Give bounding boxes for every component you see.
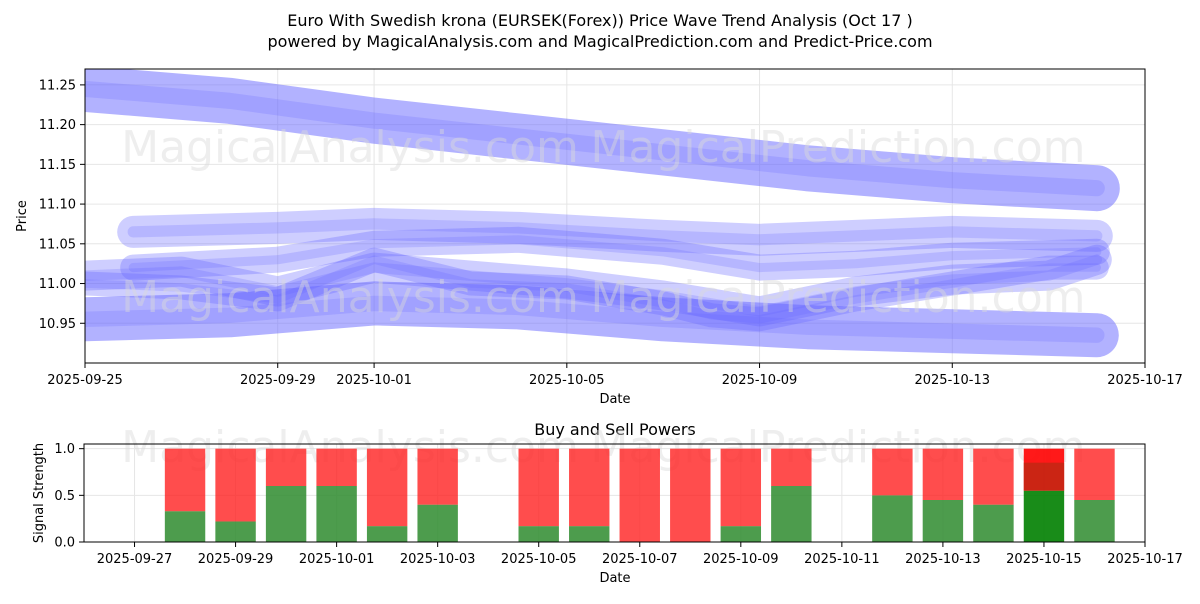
price-y-tick-label: 10.95 [39, 317, 76, 332]
signal-bars [164, 448, 1115, 542]
buy-bar [569, 526, 610, 542]
sell-bar [316, 448, 357, 486]
signal-x-tick-label: 2025-10-03 [400, 552, 476, 567]
price-wave-core-wave-d [128, 235, 1102, 273]
buy-bar [973, 504, 1014, 542]
buy-bar [872, 495, 913, 542]
signal-plot-frame [83, 443, 1146, 543]
signal-y-tick-label: 0.5 [54, 489, 75, 504]
buy-bar [417, 504, 458, 542]
buy-bar [316, 486, 357, 542]
sell-bar [569, 448, 610, 527]
price-y-tick-label: 11.25 [39, 78, 76, 93]
buy-bar [922, 500, 964, 542]
sell-bar [164, 448, 206, 512]
price-wave-wave-b [85, 244, 1112, 327]
price-y-label: Price [15, 200, 30, 232]
sell-bar [973, 448, 1014, 505]
signal-y-tick-label: 1.0 [54, 442, 75, 457]
sell-bar [518, 448, 559, 527]
buy-bar [1023, 490, 1065, 542]
price-x-tick-label: 2025-10-05 [529, 373, 605, 388]
price-wave-core-upper-wave [85, 80, 1105, 197]
price-wave-upper-wave [85, 69, 1120, 212]
buy-bar [366, 526, 408, 542]
price-y-tick-label: 11.15 [39, 158, 76, 173]
signal-x-tick-label: 2025-10-15 [1006, 552, 1082, 567]
sell-bar [670, 448, 711, 542]
price-wave-lower-wave [85, 281, 1119, 358]
buy-bar [720, 526, 762, 542]
price-wave-wave-d [120, 226, 1110, 281]
price-y-tick-label: 11.00 [39, 277, 76, 292]
price-x-tick-label: 2025-10-17 [1107, 373, 1183, 388]
chart-title-line1: Euro With Swedish krona (EURSEK(Forex)) … [287, 11, 912, 30]
signal-x-tick-label: 2025-10-05 [501, 552, 577, 567]
sell-bar [720, 448, 762, 527]
signal-x-tick-label: 2025-10-11 [804, 552, 880, 567]
buy-bar [518, 526, 559, 542]
sell-bar [872, 448, 913, 496]
price-wave-core-wave-a [127, 218, 1103, 246]
overlap-bar [1023, 462, 1065, 491]
price-x-label: Date [599, 392, 630, 407]
price-x-tick-label: 2025-10-09 [722, 373, 798, 388]
buy-bar [215, 521, 256, 542]
signal-x-tick-label: 2025-09-29 [198, 552, 274, 567]
signal-x-tick-label: 2025-10-17 [1107, 552, 1183, 567]
buy-bar [164, 511, 206, 542]
signal-x-tick-label: 2025-10-09 [703, 552, 779, 567]
signal-x-label: Date [599, 571, 630, 586]
watermark-analysis-top: MagicalAnalysis.com [121, 122, 579, 173]
buy-bar [265, 486, 307, 542]
watermark-analysis-mid: MagicalAnalysis.com [121, 272, 579, 323]
signal-axes: 2025-09-27 2025-09-29 2025-10-01 2025-10-03… [54, 442, 1182, 567]
sell-bar [366, 448, 408, 527]
price-wave-core-lower-wave [85, 295, 1105, 343]
sell-bar [619, 448, 660, 542]
sell-bar [215, 448, 256, 522]
signal-chart-title: Buy and Sell Powers [534, 420, 696, 439]
price-y-tick-label: 11.20 [39, 118, 76, 133]
price-plot-frame [84, 68, 1146, 364]
price-x-tick-label: 2025-10-13 [914, 373, 990, 388]
signal-x-tick-label: 2025-10-01 [299, 552, 375, 567]
signal-y-label: Signal Strength [32, 443, 47, 543]
watermark-prediction-top: MagicalPrediction.com [591, 122, 1086, 173]
price-wave-wave-a [117, 207, 1113, 256]
signal-x-tick-label: 2025-09-27 [97, 552, 173, 567]
signal-x-tick-label: 2025-10-13 [905, 552, 981, 567]
watermark-prediction-mid: MagicalPrediction.com [591, 272, 1086, 323]
signal-x-tick-label: 2025-10-07 [602, 552, 678, 567]
price-axes: 2025-09-25 2025-09-29 2025-10-01 2025-10-05… [39, 78, 1183, 388]
sell-bar [771, 448, 812, 486]
price-x-tick-label: 2025-10-01 [336, 373, 412, 388]
price-x-tick-label: 2025-09-29 [240, 373, 316, 388]
buy-bar [771, 486, 812, 542]
price-y-tick-label: 11.05 [39, 237, 76, 252]
sell-bar [417, 448, 458, 505]
sell-bar [265, 448, 307, 486]
sell-bar [922, 448, 964, 500]
sell-bar [1074, 448, 1115, 500]
price-y-tick-label: 11.10 [39, 198, 76, 213]
buy-bar [1074, 500, 1115, 542]
price-waves [85, 69, 1120, 358]
price-x-tick-label: 2025-09-25 [47, 373, 123, 388]
chart-title-line2: powered by MagicalAnalysis.com and Magic… [267, 32, 932, 51]
price-wave-core-wave-b [85, 254, 1103, 317]
signal-y-tick-label: 0.0 [54, 536, 75, 551]
